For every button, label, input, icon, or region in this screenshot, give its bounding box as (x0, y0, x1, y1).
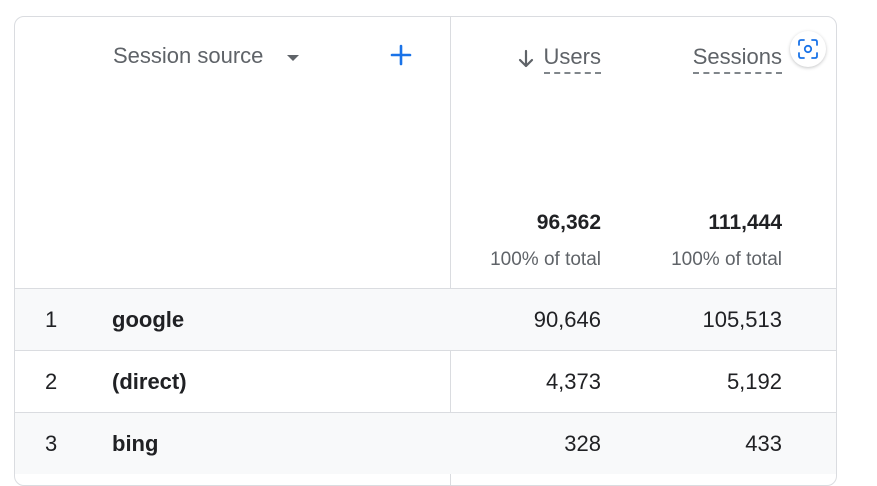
users-total-value: 96,362 (536, 211, 601, 234)
dimension-selector[interactable]: Session source (113, 43, 300, 69)
row-users: 4,373 (545, 369, 601, 394)
row-sessions: 433 (745, 431, 782, 456)
row-index: 3 (45, 431, 58, 456)
sessions-total-value: 111,444 (708, 211, 782, 234)
users-total: 96,362 100% of total (490, 211, 601, 271)
focus-scan-icon (798, 39, 818, 59)
row-source: (direct) (112, 369, 187, 394)
row-users: 328 (564, 431, 601, 456)
row-source: bing (112, 431, 159, 456)
dimension-label: Session source (113, 43, 264, 68)
sessions-column-header[interactable]: Sessions (692, 39, 782, 79)
column-divider (450, 17, 451, 485)
arrow-down-icon[interactable] (518, 49, 534, 69)
row-source: google (112, 307, 185, 332)
users-column-header[interactable]: Users (518, 39, 601, 79)
plus-icon (390, 44, 412, 66)
focus-scan-button[interactable] (790, 31, 826, 67)
add-dimension-button[interactable] (385, 39, 417, 71)
sessions-header-label: Sessions (692, 44, 782, 74)
row-sessions: 5,192 (726, 369, 782, 394)
table-row[interactable]: 3 bing 328 433 (15, 412, 836, 474)
table-row[interactable]: 1 google 90,646 105,513 (15, 288, 836, 350)
row-sessions: 105,513 (702, 307, 782, 332)
report-table-card: Session source Users Sessions 96,362 100… (14, 16, 837, 486)
row-index: 2 (45, 369, 58, 394)
users-header-label: Users (543, 44, 601, 74)
caret-down-icon (287, 54, 300, 61)
row-index: 1 (45, 307, 58, 332)
users-total-percent: 100% of total (490, 249, 601, 270)
row-users: 90,646 (533, 307, 601, 332)
table-row[interactable]: 2 (direct) 4,373 5,192 (15, 350, 836, 412)
sessions-total: 111,444 100% of total (671, 211, 782, 271)
sessions-total-percent: 100% of total (671, 249, 782, 270)
